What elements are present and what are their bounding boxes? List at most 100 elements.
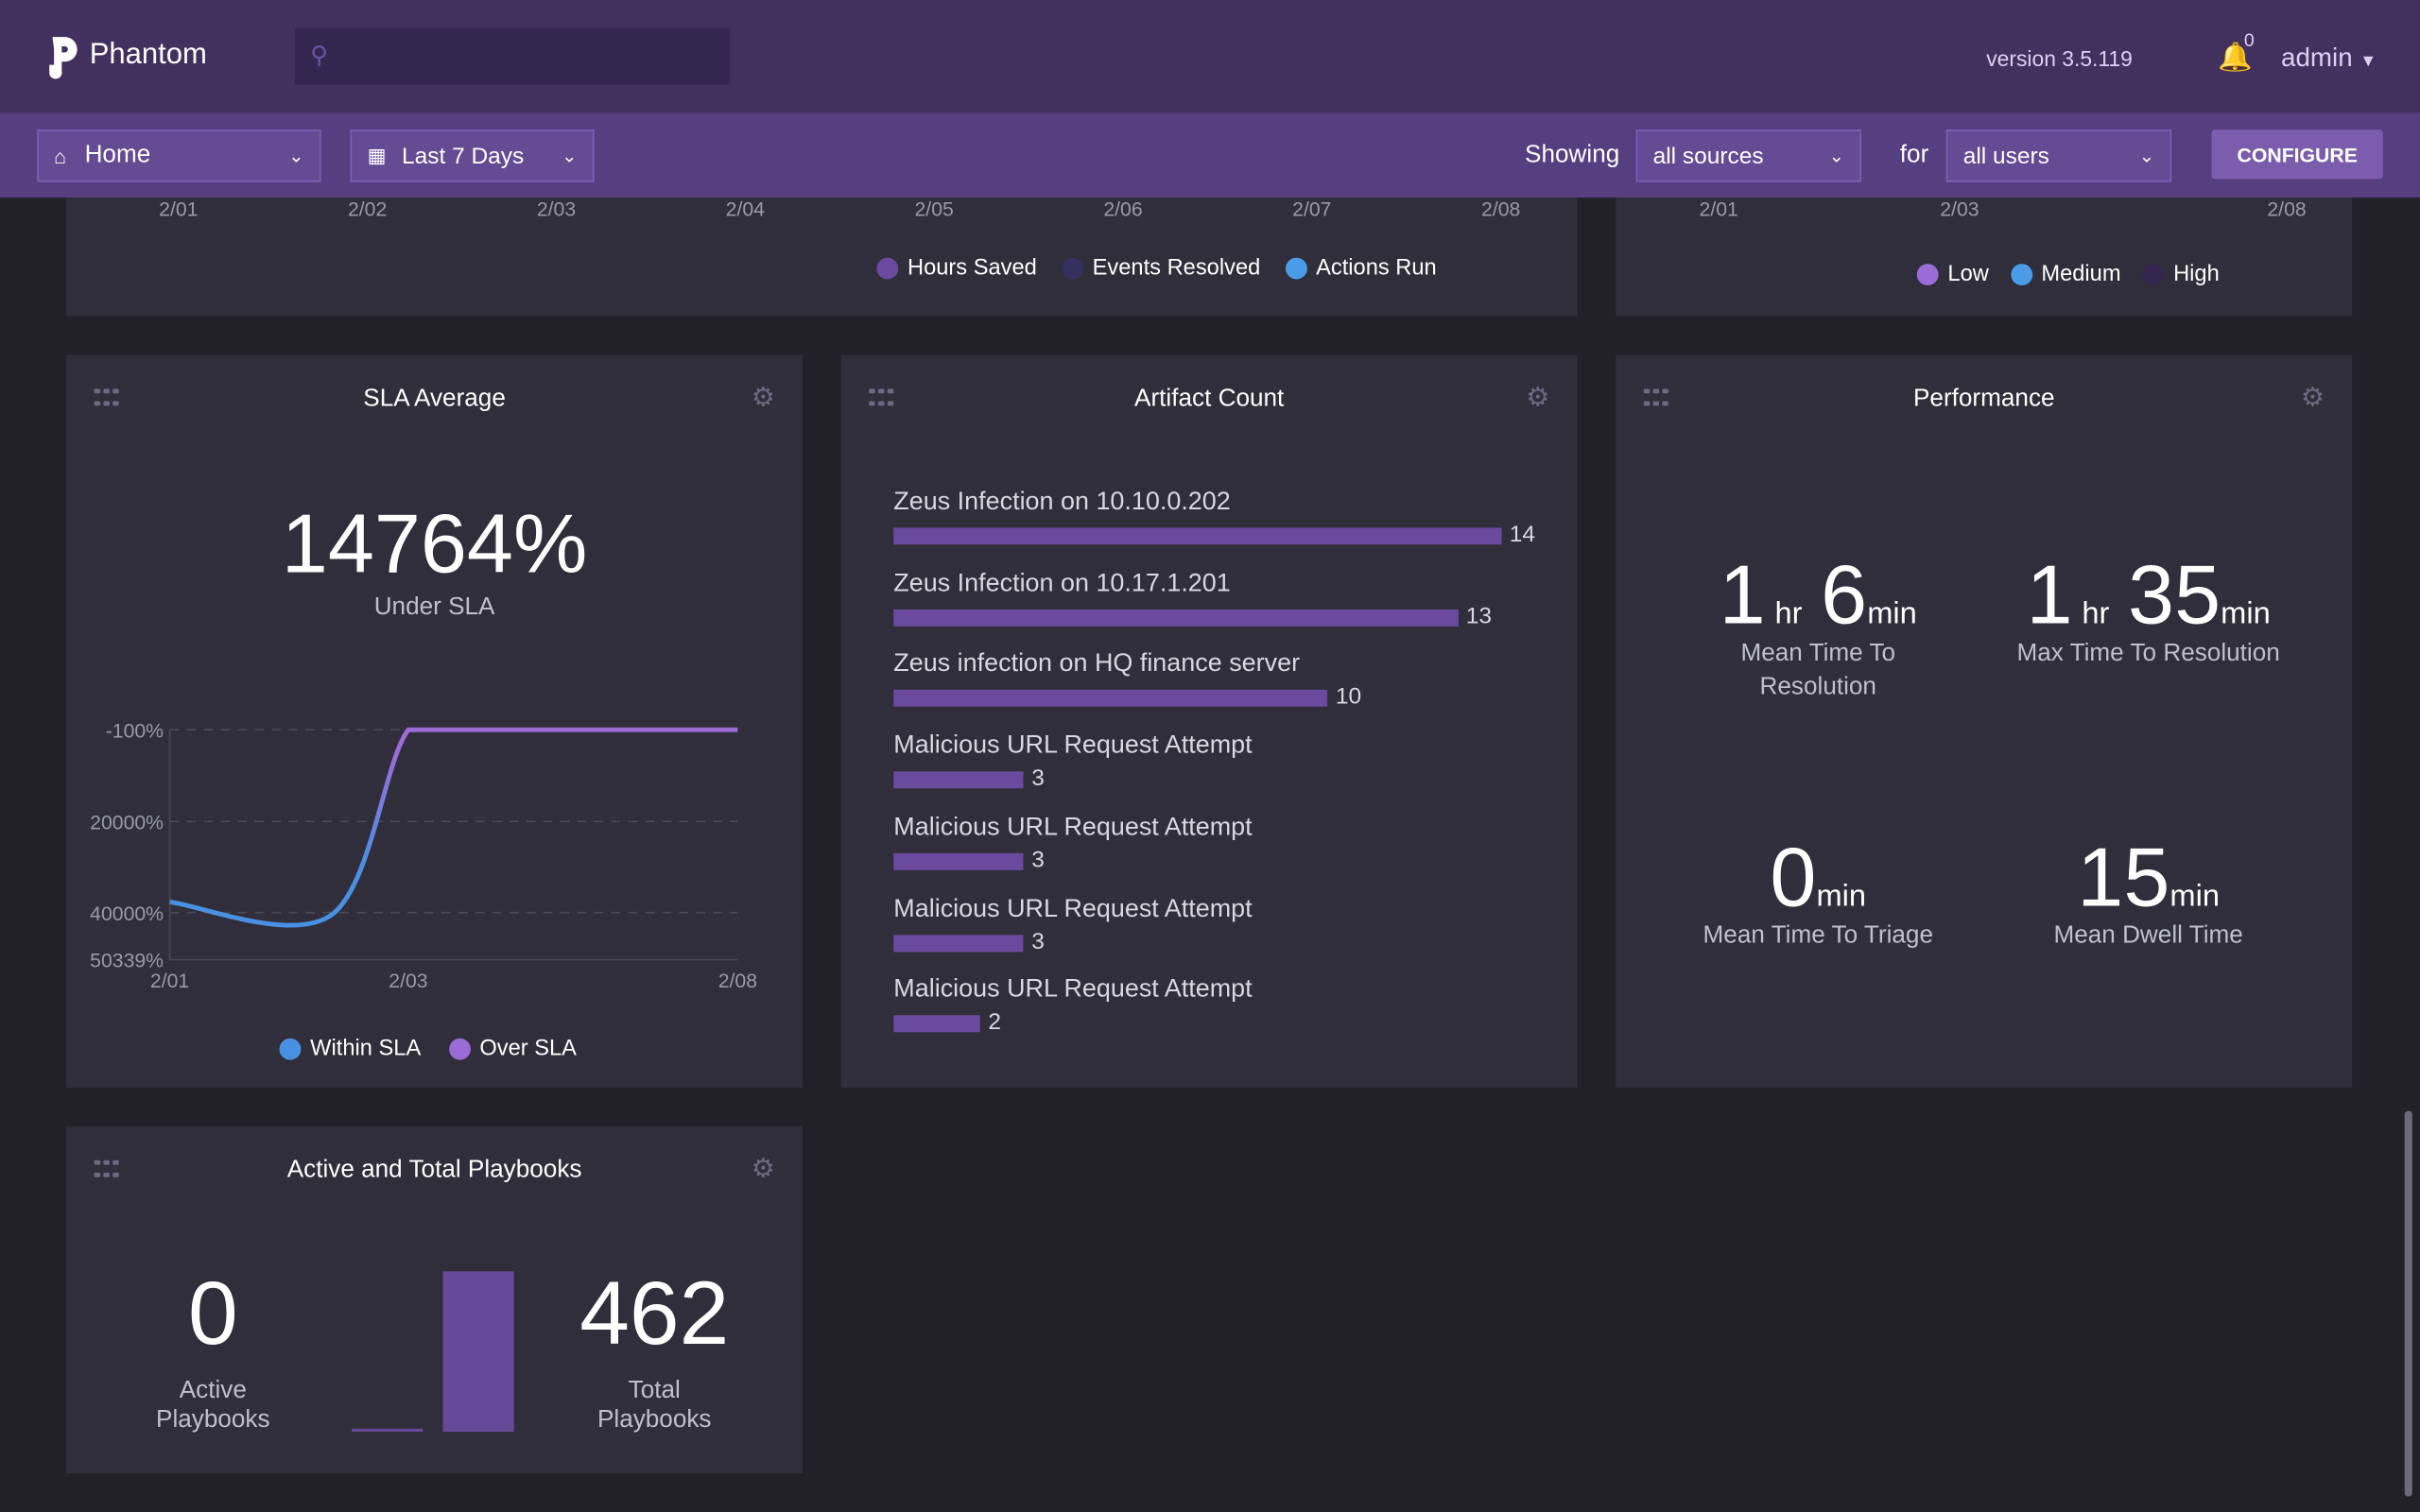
- metric-unit: hr: [2082, 596, 2110, 631]
- artifact-bar: [893, 527, 1502, 545]
- source-value: all sources: [1652, 143, 1764, 169]
- users-value: all users: [1962, 143, 2049, 169]
- user-name: admin: [2281, 43, 2353, 73]
- gear-icon[interactable]: ⚙: [751, 1154, 775, 1184]
- configure-button[interactable]: CONFIGURE: [2211, 129, 2383, 180]
- panel-title: Performance: [1913, 386, 2055, 412]
- metric-value: 15min: [1983, 830, 2313, 925]
- metric-number: 35: [2128, 549, 2221, 643]
- x-tick: 2/03: [389, 971, 427, 992]
- artifact-count: 14: [1509, 521, 1535, 548]
- legend-item: Over SLA: [448, 1037, 577, 1061]
- panel-title: Active and Total Playbooks: [286, 1157, 582, 1184]
- drag-handle-icon[interactable]: [94, 388, 121, 408]
- metric: 1 hr 35min Max Time To Resolution: [1983, 548, 2313, 672]
- metric-unit: min: [1867, 596, 1917, 631]
- playbook-bar-total: [442, 1271, 514, 1433]
- x-tick: 2/01: [1699, 197, 1738, 221]
- home-icon: ⌂: [54, 144, 66, 168]
- y-tick: 50339%: [90, 951, 164, 972]
- metric-label: Mean Time To Resolution: [1740, 640, 1896, 701]
- metric-number: 0: [1770, 831, 1817, 924]
- legend-label: Low: [1947, 262, 1989, 287]
- legend-swatch: [448, 1038, 471, 1060]
- user-menu[interactable]: admin ▼: [2281, 43, 2377, 75]
- notification-count: 0: [2243, 29, 2255, 51]
- metric: 0min Mean Time To Triage: [1653, 830, 1983, 954]
- legend-swatch: [1285, 257, 1307, 280]
- artifact-label: Zeus Infection on 10.10.0.202: [893, 487, 1231, 516]
- artifact-count-panel: Artifact Count ⚙ Zeus Infection on 10.10…: [840, 354, 1578, 1089]
- x-tick: 2/01: [159, 197, 199, 221]
- legend-swatch: [2142, 264, 2165, 286]
- phantom-logo[interactable]: Phantom: [37, 31, 207, 80]
- bell-icon[interactable]: 🔔: [2218, 42, 2253, 73]
- active-playbooks-label: Active Playbooks: [156, 1377, 270, 1434]
- dashboard-select[interactable]: ⌂ Home ⌄: [37, 129, 321, 182]
- chevron-down-icon: ⌄: [562, 145, 578, 167]
- legend: Hours Saved Events Resolved Actions Run: [876, 256, 1437, 282]
- artifact-label: Malicious URL Request Attempt: [893, 731, 1253, 760]
- legend-item: High: [2142, 262, 2220, 287]
- artifact-bar: [893, 609, 1459, 627]
- active-playbooks-value: 0: [187, 1263, 238, 1365]
- panel-title: Artifact Count: [1134, 386, 1285, 412]
- severity-panel: 2/01 2/03 2/08 Low Medium High: [1616, 197, 2353, 317]
- source-select[interactable]: all sources ⌄: [1635, 129, 1861, 182]
- metric-label: Mean Time To Triage: [1703, 922, 1933, 950]
- axis: [168, 730, 738, 961]
- artifact-count: 3: [1031, 765, 1045, 792]
- legend-label: High: [2173, 262, 2220, 287]
- drag-handle-icon[interactable]: [94, 1160, 121, 1180]
- playbooks-panel: Active and Total Playbooks ⚙ 0 Active Pl…: [66, 1125, 803, 1474]
- legend-swatch: [876, 257, 899, 280]
- legend-item: Hours Saved: [876, 256, 1037, 281]
- date-range-select[interactable]: ▦ Last 7 Days ⌄: [350, 129, 595, 182]
- showing-label: Showing: [1525, 142, 1620, 168]
- artifact-bar: [893, 771, 1025, 789]
- sla-average-panel: SLA Average ⚙ 14764% Under SLA -100% 2000…: [66, 354, 803, 1089]
- panel-title: SLA Average: [363, 386, 506, 412]
- legend-swatch: [279, 1038, 302, 1060]
- users-select[interactable]: all users ⌄: [1945, 129, 2172, 182]
- gear-icon[interactable]: ⚙: [751, 382, 775, 412]
- search-input[interactable]: ⚲: [294, 27, 731, 85]
- x-tick: 2/03: [1940, 197, 1979, 221]
- legend-label: Events Resolved: [1092, 256, 1261, 282]
- x-tick: 2/08: [718, 971, 757, 992]
- phantom-logo-icon: [49, 37, 78, 79]
- legend: Low Medium High: [1916, 262, 2220, 287]
- drag-handle-icon[interactable]: [1643, 388, 1670, 408]
- metric-label: Max Time To Resolution: [2016, 640, 2280, 667]
- artifact-count: 3: [1031, 928, 1045, 954]
- x-tick: 2/05: [914, 197, 954, 221]
- search-icon: ⚲: [310, 43, 329, 70]
- metric-value: 0min: [1653, 830, 1983, 925]
- activity-panel: 2/01 2/02 2/03 2/04 2/05 2/06 2/07 2/08 Hours S…: [66, 197, 1578, 317]
- caret-down-icon: ▼: [2360, 52, 2377, 72]
- playbook-bar-active: [352, 1428, 424, 1433]
- sla-value: 14764%: [281, 498, 588, 592]
- legend-item: Medium: [2010, 263, 2121, 287]
- legend-label: Actions Run: [1316, 256, 1437, 282]
- scrollbar[interactable]: [2404, 1110, 2412, 1497]
- artifact-label: Zeus infection on HQ finance server: [893, 649, 1301, 679]
- x-tick: 2/02: [347, 197, 388, 221]
- metric-unit: min: [2221, 596, 2271, 631]
- x-tick: 2/04: [725, 197, 765, 221]
- drag-handle-icon[interactable]: [869, 388, 895, 408]
- artifact-bar: [893, 934, 1025, 952]
- metric-number: 1: [1719, 549, 1766, 643]
- legend-label: Within SLA: [310, 1037, 422, 1062]
- artifact-label: Zeus Infection on 10.17.1.201: [893, 568, 1231, 597]
- legend-swatch: [2010, 264, 2032, 286]
- x-tick: 2/08: [2267, 197, 2307, 221]
- for-label: for: [1899, 142, 1929, 168]
- chevron-down-icon: ⌄: [2138, 145, 2155, 167]
- gear-icon[interactable]: ⚙: [1526, 382, 1550, 412]
- legend-item: Low: [1916, 262, 1989, 287]
- metric-value: 1 hr 35min: [1983, 548, 2313, 644]
- total-playbooks-label: Total Playbooks: [596, 1377, 712, 1434]
- gear-icon[interactable]: ⚙: [2300, 382, 2325, 412]
- metric-unit: min: [1816, 879, 1867, 914]
